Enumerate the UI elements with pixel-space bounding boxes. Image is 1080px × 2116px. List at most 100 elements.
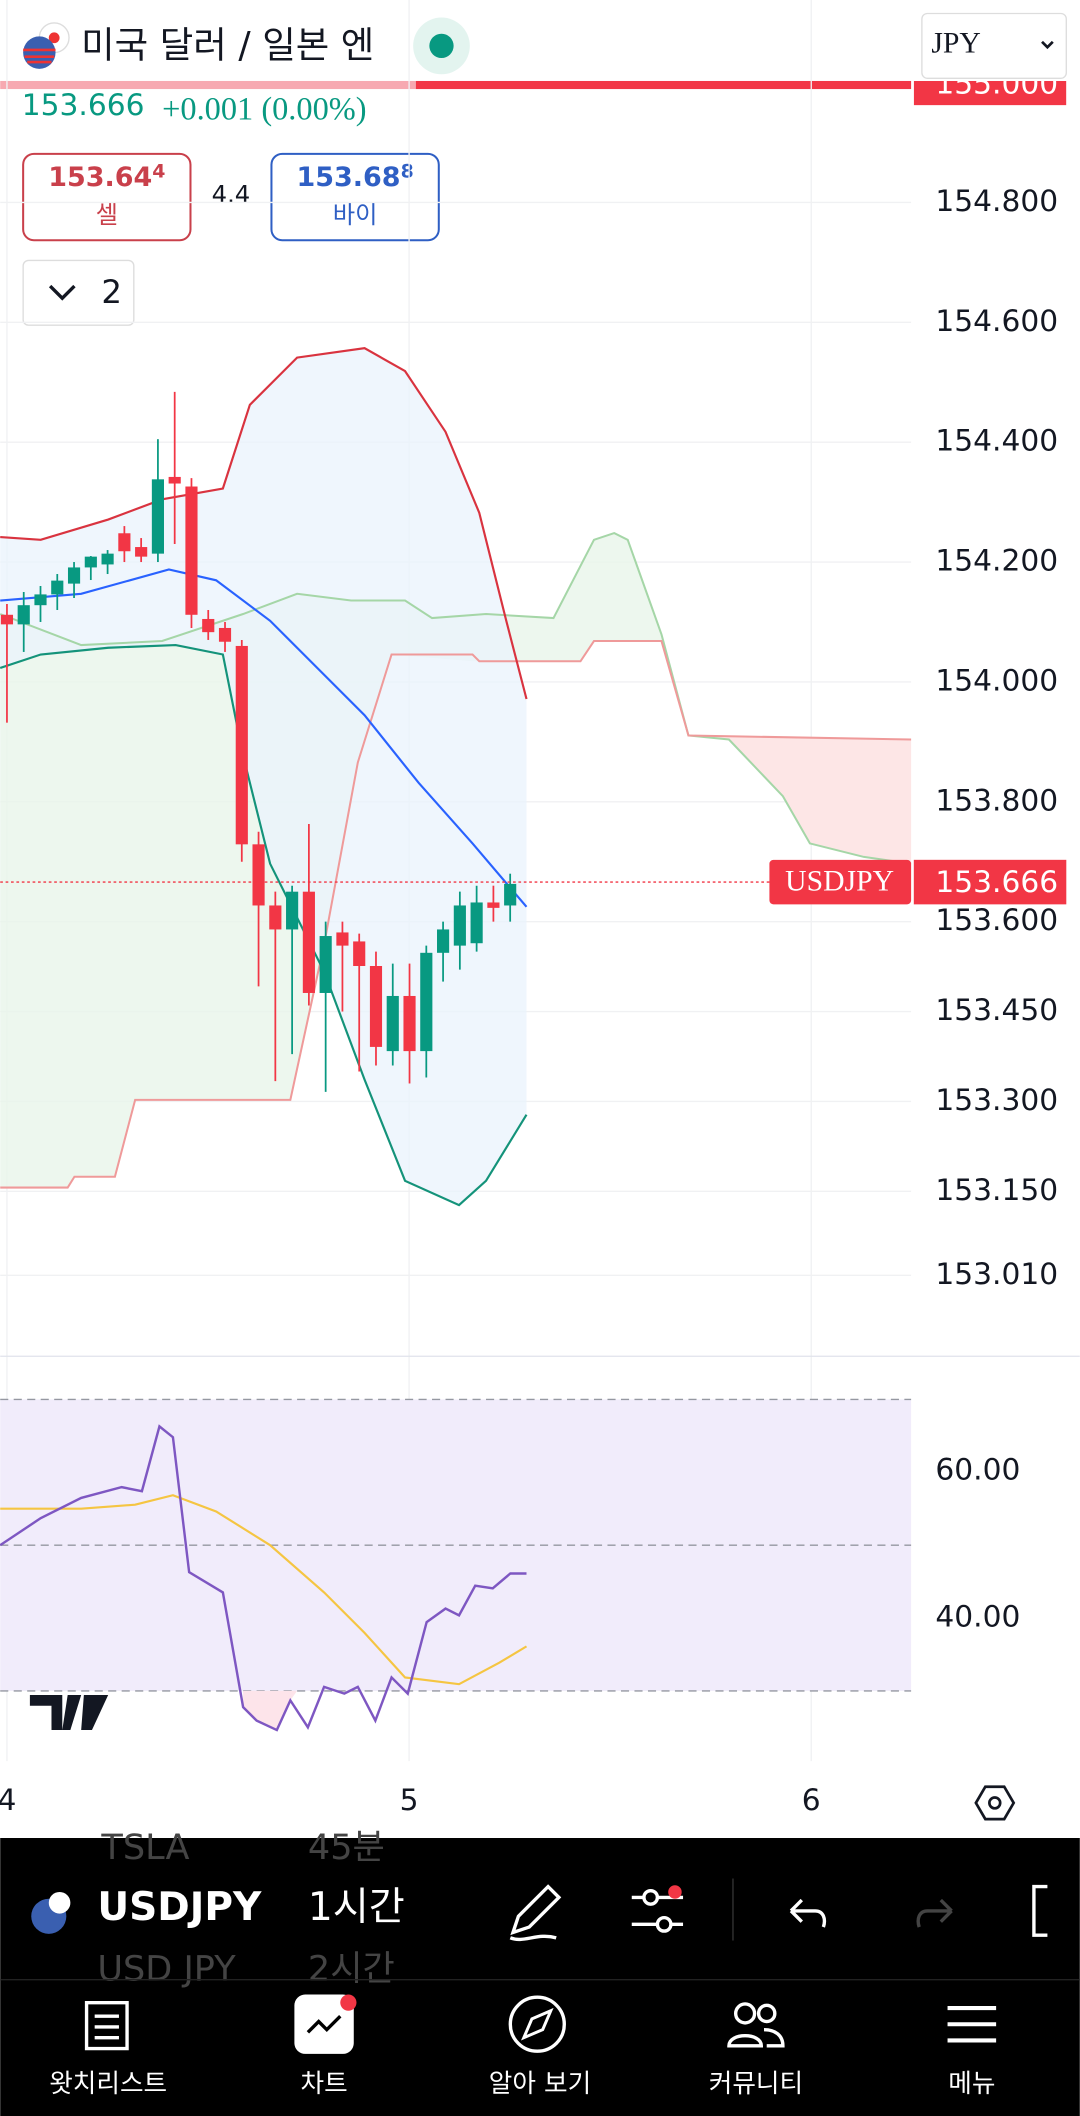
sell-price: 153.644 — [48, 160, 165, 193]
title: 미국 달러 / 일본 엔 — [81, 24, 374, 67]
y-tick-label: 153.800 — [935, 782, 1058, 817]
prev-symbol: TSLA — [100, 1827, 189, 1868]
chart-badge — [340, 1994, 357, 2011]
change: +0.001 (0.00%) — [162, 91, 366, 127]
community-body — [727, 2027, 785, 2048]
cloud-red — [661, 634, 912, 864]
price: 153.666 — [22, 87, 145, 122]
indicator-count: 2 — [101, 273, 122, 311]
candle-body — [84, 556, 97, 568]
explore-icon[interactable] — [508, 1995, 566, 2053]
draw-icon[interactable] — [509, 1884, 562, 1942]
interval[interactable]: 1시간 — [308, 1885, 405, 1930]
buy-button[interactable] — [270, 152, 440, 242]
undo-icon[interactable] — [789, 1898, 827, 1928]
rsi-tick-label: 40.00 — [935, 1599, 1020, 1634]
candle-body — [369, 966, 383, 1047]
menu-icon[interactable] — [947, 2006, 997, 2043]
sell-price-main: 153.64 — [48, 162, 152, 193]
nav-label[interactable]: 차트 — [301, 2069, 348, 2099]
senkou-a — [0, 531, 912, 865]
buy-label: 바이 — [333, 200, 378, 229]
candle-body — [386, 995, 399, 1052]
toolbar — [0, 1838, 1080, 2116]
bollinger-upper — [0, 347, 528, 700]
indicators-knob — [642, 1888, 660, 1906]
candle-body — [235, 645, 248, 845]
nav-label[interactable]: 커뮤니티 — [709, 2069, 803, 2099]
buy-pip: 8 — [401, 160, 414, 182]
sell-pip: 4 — [152, 160, 165, 182]
symbol-flag-jp — [48, 1891, 71, 1914]
y-tick-label: 154.800 — [935, 183, 1058, 218]
x-tick-label: 4 — [0, 1782, 16, 1817]
y-tick-label: 154.000 — [935, 662, 1058, 697]
currency: JPY — [931, 28, 980, 60]
next-symbol: USD JPY — [97, 1948, 236, 1989]
us-flag-stripes — [23, 48, 56, 64]
candle-body — [51, 580, 64, 595]
candle-body — [504, 883, 517, 906]
candle-body — [353, 941, 366, 967]
settings-icon[interactable] — [974, 1785, 1016, 1821]
high-price-tag — [913, 80, 1067, 106]
chevron-down — [48, 284, 76, 301]
candle-body — [218, 627, 232, 642]
candle-body — [67, 567, 81, 584]
nav-label[interactable]: 알아 보기 — [489, 2069, 591, 2099]
bollinger-basis — [0, 568, 528, 908]
sell-button[interactable] — [22, 152, 192, 242]
candle-body — [202, 618, 215, 633]
indicators-knob — [655, 1915, 673, 1933]
y-tick-label: 153.450 — [935, 992, 1058, 1027]
chart-icon[interactable] — [294, 1994, 354, 2054]
community-icon[interactable] — [733, 2002, 757, 2025]
spread: 4.4 — [212, 180, 251, 209]
y-tick-label: 153.600 — [935, 902, 1058, 937]
fullscreen-icon[interactable] — [1032, 1884, 1048, 1937]
nav-label[interactable]: 메뉴 — [948, 2069, 995, 2099]
candle-body — [302, 891, 315, 993]
bollinger-band — [0, 348, 527, 1206]
watchlist-icon[interactable] — [84, 2000, 129, 2051]
settings-icon-center — [988, 1796, 1002, 1810]
rsi-line — [0, 1424, 527, 1732]
header — [0, 0, 1080, 81]
candle-body — [487, 902, 500, 908]
nav-label[interactable]: 왓치리스트 — [49, 2069, 167, 2099]
rsi-oversold — [243, 1690, 298, 1731]
candle-body — [453, 905, 466, 946]
candle-body — [420, 952, 433, 1052]
symbol-tag — [769, 859, 912, 905]
candle-body — [34, 594, 47, 606]
candle-body — [17, 605, 30, 625]
buy-price-main: 153.68 — [297, 162, 401, 193]
tv-logo — [29, 1694, 109, 1731]
y-tick-label: 154.400 — [935, 423, 1058, 458]
redo-icon[interactable] — [916, 1898, 953, 1928]
x-tick-label: 5 — [400, 1782, 419, 1817]
candle-body — [286, 891, 299, 930]
candle-body — [336, 932, 349, 946]
rsi-ma — [0, 1494, 528, 1686]
candle-body — [185, 486, 198, 615]
jp-flag-dot — [48, 32, 60, 44]
symbol[interactable]: USDJPY — [97, 1885, 262, 1930]
currency-select[interactable] — [921, 12, 1067, 79]
y-tick-label: 153.010 — [935, 1256, 1058, 1291]
senkou-b — [0, 639, 912, 1189]
explore-needle — [520, 2007, 554, 2041]
y-tick-label: 153.150 — [935, 1172, 1058, 1207]
rsi-tick-label: 60.00 — [935, 1451, 1020, 1486]
indicators-badge — [668, 1885, 682, 1899]
next-interval: 2시간 — [308, 1948, 395, 1989]
prev-interval: 45분 — [308, 1827, 385, 1868]
indicator-toggle[interactable] — [22, 259, 135, 326]
range-bar-left — [0, 80, 416, 90]
candle-body — [118, 533, 131, 552]
candle-body — [269, 905, 282, 930]
community-icon-2 — [756, 2003, 777, 2024]
bollinger-lower — [0, 643, 528, 1207]
market-status-dot — [429, 33, 454, 59]
chart-icon-line — [306, 2014, 342, 2034]
